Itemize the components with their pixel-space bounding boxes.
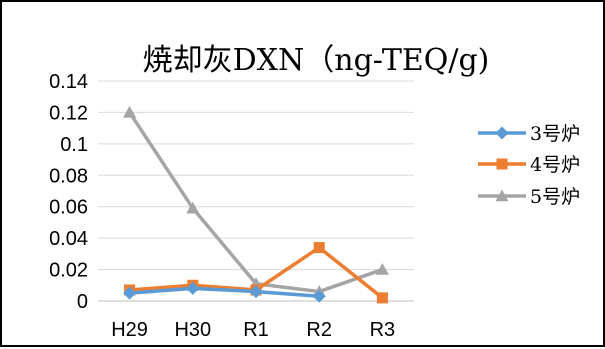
legend-item: 4号炉 bbox=[478, 154, 580, 176]
y-tick-label: 0.12 bbox=[49, 102, 88, 124]
series-line bbox=[129, 286, 320, 299]
series-3 bbox=[123, 105, 389, 297]
legend-marker bbox=[495, 189, 509, 202]
legend-item: 5号炉 bbox=[478, 186, 580, 208]
data-point bbox=[312, 289, 326, 303]
series-1 bbox=[123, 281, 326, 303]
legend-label: 4号炉 bbox=[530, 154, 580, 176]
legend-label: 3号炉 bbox=[530, 123, 580, 145]
legend: 3号炉 4号炉 5号炉 bbox=[478, 123, 580, 208]
series-line bbox=[128, 111, 383, 294]
gridlines bbox=[98, 80, 414, 302]
data-point bbox=[376, 292, 388, 304]
x-tick-label: H30 bbox=[174, 319, 211, 341]
x-tick-label: R3 bbox=[370, 319, 396, 341]
y-tick-label: 0 bbox=[77, 291, 88, 313]
y-tick-label: 0.08 bbox=[49, 165, 88, 187]
data-point bbox=[375, 263, 389, 275]
data-point bbox=[186, 281, 200, 295]
data-point bbox=[249, 285, 263, 299]
y-tick-label: 0.06 bbox=[49, 197, 88, 219]
x-axis-ticks: H29 H30 R1 R2 R3 bbox=[111, 319, 395, 341]
legend-marker bbox=[496, 158, 508, 170]
y-axis-ticks: 0.14 0.12 0.1 0.08 0.06 0.04 0.02 0 bbox=[49, 71, 88, 313]
y-tick-label: 0.02 bbox=[49, 260, 88, 282]
x-tick-label: H29 bbox=[111, 319, 148, 341]
y-tick-label: 0.14 bbox=[49, 71, 88, 93]
data-point bbox=[313, 242, 325, 254]
chart-title: 焼却灰DXN（ng-TEQ/g) bbox=[143, 43, 490, 78]
series-lines bbox=[123, 105, 389, 304]
data-point bbox=[186, 201, 200, 214]
data-point bbox=[123, 105, 137, 118]
legend-marker bbox=[495, 126, 509, 140]
legend-item: 3号炉 bbox=[478, 123, 580, 145]
x-tick-label: R2 bbox=[306, 319, 332, 341]
legend-label: 5号炉 bbox=[530, 186, 580, 208]
data-point bbox=[123, 286, 137, 300]
y-tick-label: 0.04 bbox=[49, 228, 88, 250]
y-tick-label: 0.1 bbox=[60, 134, 88, 156]
x-tick-label: R1 bbox=[243, 319, 269, 341]
